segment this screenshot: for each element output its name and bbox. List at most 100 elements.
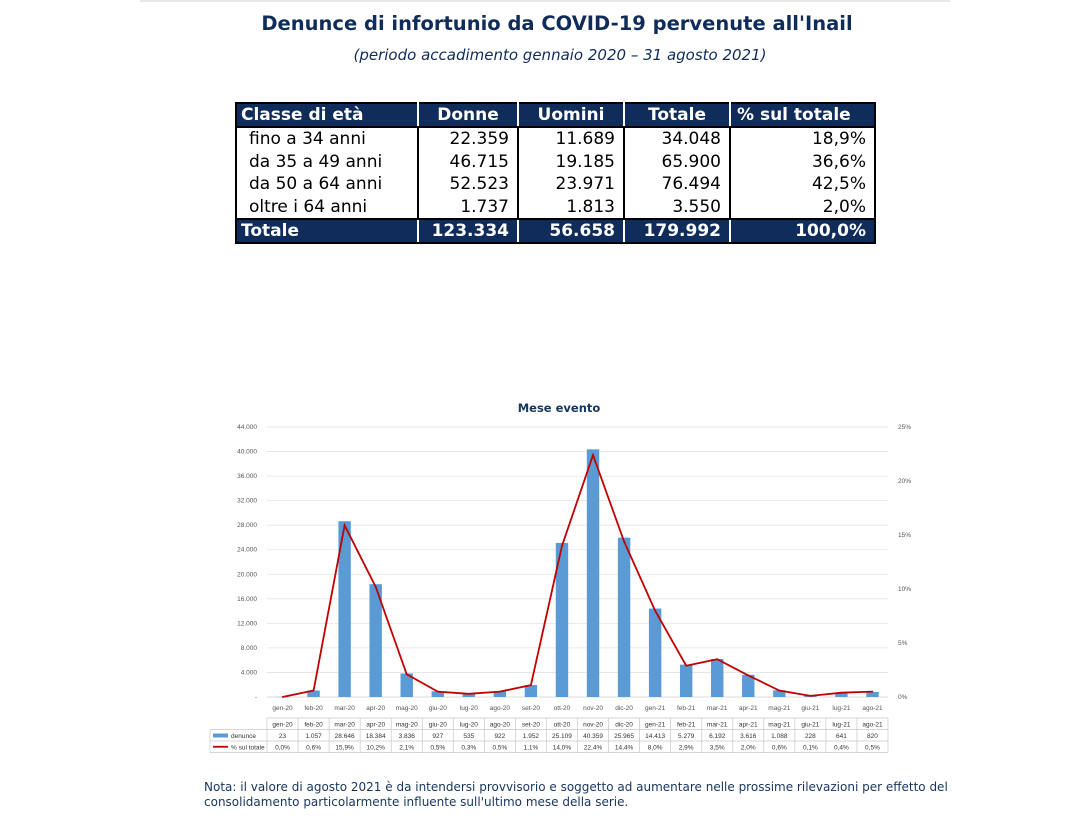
data-table-category: mag-20 xyxy=(396,722,418,729)
data-table-value: 40.359 xyxy=(583,733,603,740)
x-tick-label: giu-21 xyxy=(801,705,819,712)
cell-age-class: da 50 a 64 anni xyxy=(235,173,419,196)
bar xyxy=(524,685,538,697)
data-table-percent: 0,3% xyxy=(461,745,476,752)
percent-point xyxy=(592,454,594,456)
y2-tick-label: 10% xyxy=(898,586,911,593)
percent-point xyxy=(716,658,719,660)
data-table-category: mar-21 xyxy=(707,722,728,729)
total-women: 123.334 xyxy=(418,218,519,244)
bar xyxy=(307,690,320,697)
data-table-category: nov-20 xyxy=(583,722,603,729)
x-tick-label: set-20 xyxy=(522,705,540,712)
bar xyxy=(493,691,507,697)
percent-point xyxy=(685,664,687,667)
data-table-value: 1.088 xyxy=(771,733,788,740)
data-table-percent: 0,1% xyxy=(803,745,818,752)
data-table-percent: 0,6% xyxy=(772,745,787,752)
y-tick-label: 36.000 xyxy=(237,473,257,480)
age-class-table: Classe di età Donne Uomini Totale % sul … xyxy=(235,102,876,244)
data-table-value: 927 xyxy=(432,733,443,740)
data-table-category: lug-21 xyxy=(832,722,850,729)
y-tick-label: 12.000 xyxy=(237,620,257,627)
legend-label-bars: denunce xyxy=(231,733,256,740)
header-percent: % sul totale xyxy=(730,102,876,128)
x-tick-label: mar-21 xyxy=(707,705,728,712)
x-tick-label: gen-21 xyxy=(645,705,666,712)
data-table-percent: 14,4% xyxy=(615,745,634,752)
bar xyxy=(679,664,693,697)
cell-men: 11.689 xyxy=(518,127,625,151)
data-table-category: feb-20 xyxy=(304,722,323,729)
data-table-value: 228 xyxy=(805,733,816,740)
data-table-value: 3.836 xyxy=(399,733,416,740)
cell-women: 52.523 xyxy=(418,173,519,196)
y2-tick-label: 25% xyxy=(898,424,911,431)
percent-point xyxy=(871,690,874,693)
x-tick-label: ott-20 xyxy=(554,705,571,712)
data-table-value: 14.413 xyxy=(645,733,665,740)
percent-point xyxy=(809,695,812,697)
data-table-category: ago-20 xyxy=(490,722,511,729)
data-table-percent: 0,5% xyxy=(865,745,880,752)
percent-point xyxy=(343,524,346,527)
data-table-value: 5.279 xyxy=(678,733,695,740)
y-tick-label: 32.000 xyxy=(237,498,257,505)
cell-percent: 18,9% xyxy=(730,127,876,151)
percent-point xyxy=(623,540,625,543)
data-table-category: dic-20 xyxy=(615,722,633,729)
bar xyxy=(462,693,476,697)
top-rule xyxy=(140,0,950,2)
data-table-percent: 10,2% xyxy=(366,745,385,752)
y2-tick-label: 5% xyxy=(898,640,908,647)
x-tick-label: dic-20 xyxy=(615,705,633,712)
total-label: Totale xyxy=(235,218,419,244)
data-table-percent: 2,9% xyxy=(679,745,694,752)
x-tick-label: lug-21 xyxy=(832,705,850,712)
bar xyxy=(835,693,848,697)
cell-percent: 2,0% xyxy=(730,195,876,219)
data-table-value: 25.965 xyxy=(614,733,634,740)
data-table-percent: 3,5% xyxy=(710,745,725,752)
x-tick-label: mag-21 xyxy=(768,705,790,712)
cell-women: 22.359 xyxy=(418,127,519,151)
y-tick-label: 28.000 xyxy=(237,522,257,529)
data-table-percent: 0,5% xyxy=(430,745,445,752)
page-title: Denunce di infortunio da COVID-19 perven… xyxy=(261,12,853,35)
y-tick-label: 8.000 xyxy=(241,645,258,652)
x-tick-label: feb-21 xyxy=(677,705,696,712)
table-row: fino a 34 anni 22.359 11.689 34.048 18,9… xyxy=(235,127,876,151)
y-tick-label: 16.000 xyxy=(237,596,257,603)
data-table-category: ott-20 xyxy=(554,722,571,729)
data-table-percent: 0,4% xyxy=(834,745,849,752)
y-tick-label: 24.000 xyxy=(237,547,257,554)
data-table-value: 6.192 xyxy=(709,733,726,740)
y-tick-label: 20.000 xyxy=(237,571,257,578)
x-tick-label: mag-20 xyxy=(396,705,418,712)
data-table-value: 535 xyxy=(463,733,474,740)
bar xyxy=(742,674,755,697)
x-tick-label: gen-20 xyxy=(272,705,293,712)
chart-title: Mese evento xyxy=(518,401,601,415)
cell-men: 19.185 xyxy=(518,150,625,173)
data-table-category: ago-21 xyxy=(862,722,883,729)
legend-key-bars xyxy=(213,733,228,738)
bar xyxy=(431,691,444,697)
cell-percent: 36,6% xyxy=(730,150,876,173)
data-table-value: 3.616 xyxy=(740,733,757,740)
total-men: 56.658 xyxy=(518,218,625,244)
data-table-percent: 2,0% xyxy=(741,745,756,752)
cell-total: 65.900 xyxy=(624,150,731,173)
percent-point xyxy=(747,674,750,677)
cell-total: 76.494 xyxy=(624,173,731,196)
percent-point xyxy=(530,684,532,686)
data-table-category: feb-21 xyxy=(677,722,696,729)
total-percent: 100,0% xyxy=(730,218,876,244)
data-table-value: 820 xyxy=(867,733,878,740)
table-row: da 50 a 64 anni 52.523 23.971 76.494 42,… xyxy=(235,173,876,196)
data-table-value: 23 xyxy=(279,733,287,740)
bar xyxy=(586,449,600,697)
percent-point xyxy=(468,692,470,695)
data-table-value: 25.109 xyxy=(552,733,572,740)
bar xyxy=(369,584,382,697)
